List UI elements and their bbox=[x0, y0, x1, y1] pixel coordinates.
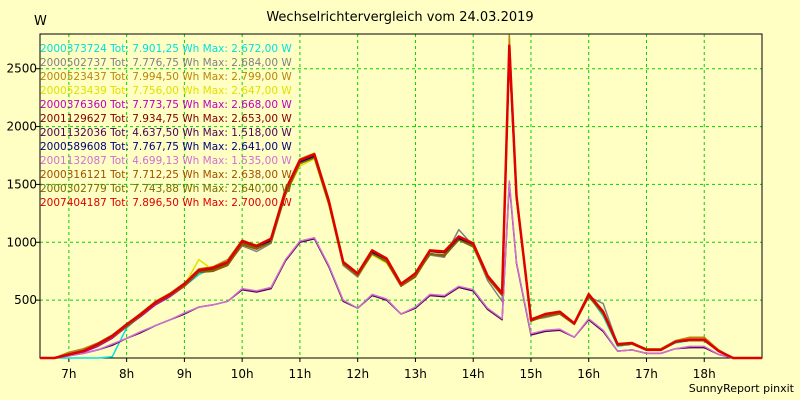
legend-entry-5: 2001129627 Tot: 7.934,75 Wh Max: 2.653,0… bbox=[40, 113, 292, 125]
y-tick-label-3: 2000 bbox=[6, 120, 37, 134]
legend-entry-11: 2007404187 Tot: 7.896,50 Wh Max: 2.700,0… bbox=[40, 197, 292, 209]
legend-entry-6: 2001132036 Tot: 4.637,50 Wh Max: 1.518,0… bbox=[40, 127, 292, 139]
y-tick-label-0: 500 bbox=[14, 293, 37, 307]
legend-entry-8: 2001132087 Tot: 4.699,13 Wh Max: 1.535,0… bbox=[40, 155, 292, 167]
legend-entry-4: 2000376360 Tot: 7.773,75 Wh Max: 2.668,0… bbox=[40, 99, 292, 111]
x-tick-label-11: 18h bbox=[693, 367, 716, 381]
chart-title: Wechselrichtervergleich vom 24.03.2019 bbox=[266, 10, 534, 25]
legend: 2000373724 Tot: 7.901,25 Wh Max: 2.672,0… bbox=[40, 42, 292, 210]
legend-entry-10: 2000302779 Tot: 7.743,88 Wh Max: 2.640,0… bbox=[40, 183, 292, 195]
x-tick-label-3: 10h bbox=[231, 367, 254, 381]
x-tick-label-7: 14h bbox=[462, 367, 485, 381]
legend-entry-1: 2000502737 Tot: 7.776,75 Wh Max: 2.684,0… bbox=[40, 57, 292, 69]
credit-label: SunnyReport pinxit bbox=[688, 382, 794, 395]
legend-entry-3: 2000523439 Tot: 7.756,00 Wh Max: 2.647,0… bbox=[40, 85, 292, 97]
x-tick-label-5: 12h bbox=[346, 367, 369, 381]
y-tick-label-1: 1000 bbox=[6, 235, 37, 249]
x-tick-label-8: 15h bbox=[520, 367, 543, 381]
legend-entry-0: 2000373724 Tot: 7.901,25 Wh Max: 2.672,0… bbox=[40, 43, 292, 55]
x-tick-label-0: 7h bbox=[61, 367, 76, 381]
x-tick-label-6: 13h bbox=[404, 367, 427, 381]
y-axis-unit: W bbox=[34, 14, 47, 29]
series-line-8 bbox=[40, 180, 762, 359]
legend-entry-2: 2000523437 Tot: 7.994,50 Wh Max: 2.799,0… bbox=[40, 71, 292, 83]
x-tick-label-4: 11h bbox=[288, 367, 311, 381]
legend-entry-9: 2000316121 Tot: 7.712,25 Wh Max: 2.638,0… bbox=[40, 169, 292, 181]
y-tick-label-2: 1500 bbox=[6, 177, 37, 191]
plot-frame bbox=[39, 33, 763, 359]
y-tick-label-4: 2500 bbox=[6, 62, 37, 76]
legend-entry-7: 2000589608 Tot: 7.767,75 Wh Max: 2.641,0… bbox=[40, 141, 292, 153]
x-tick-label-1: 8h bbox=[119, 367, 134, 381]
x-tick-label-2: 9h bbox=[177, 367, 192, 381]
x-tick-label-10: 17h bbox=[635, 367, 658, 381]
x-tick-label-9: 16h bbox=[577, 367, 600, 381]
series-line-11 bbox=[40, 44, 762, 360]
